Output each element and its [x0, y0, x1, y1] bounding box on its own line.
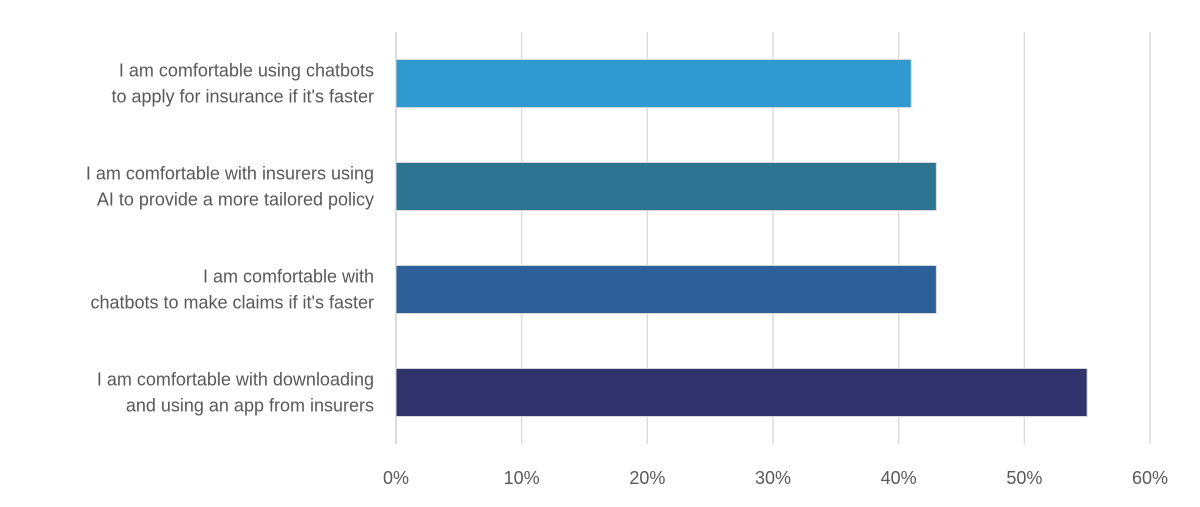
x-tick-labels: 0% 10% 20% 30% 40% 50% 60% [383, 468, 1168, 488]
bar [395, 368, 1088, 417]
x-tick-label: 10% [504, 468, 540, 488]
category-labels: I am comfortable using chatbots to apply … [86, 61, 374, 416]
category-label: I am comfortable with insurers using AI t… [86, 164, 374, 210]
category-label: I am comfortable using chatbots to apply … [111, 61, 374, 107]
bar [395, 265, 937, 314]
x-tick-label: 40% [881, 468, 917, 488]
x-tick-label: 30% [755, 468, 791, 488]
category-label: I am comfortable with chatbots to make cl… [90, 267, 374, 313]
x-tick-label: 0% [383, 468, 409, 488]
x-tick-label: 50% [1006, 468, 1042, 488]
bar [395, 59, 912, 108]
bar [395, 162, 937, 211]
bars [395, 59, 1088, 417]
x-tick-label: 20% [629, 468, 665, 488]
category-label: I am comfortable with downloading and usi… [97, 370, 374, 416]
x-tick-label: 60% [1132, 468, 1168, 488]
